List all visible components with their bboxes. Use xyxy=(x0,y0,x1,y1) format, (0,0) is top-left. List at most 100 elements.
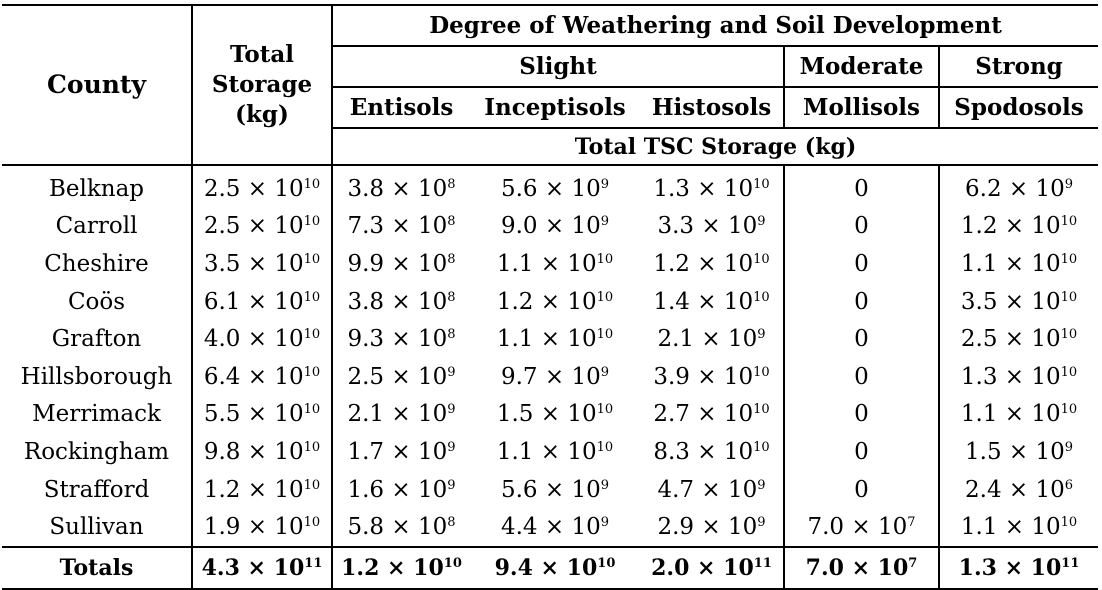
storage-value: 1.1 × 1010 xyxy=(496,250,614,277)
header-total-storage-line1: Total xyxy=(229,41,295,68)
header-spodosols: Spodosols xyxy=(937,87,1099,129)
storage-value: 1.9 × 1010 xyxy=(191,508,332,547)
county-name: Strafford xyxy=(43,476,150,503)
totals-cell: 4.3 × 1011 xyxy=(191,545,332,590)
storage-value: 3.3 × 109 xyxy=(657,213,766,240)
storage-value: 1.5 × 109 xyxy=(937,433,1099,471)
table-row: Carroll 2.5 × 1010 7.3 × 108 9.0 × 109 3.3 ×… xyxy=(2,207,1099,246)
table-footer: Totals 4.3 × 1011 1.2 × 1010 9.4 × 1010 … xyxy=(2,545,1099,590)
storage-value: 0 xyxy=(783,433,939,471)
storage-value: 0 xyxy=(783,207,939,246)
totals-cell: 1.2 × 1010 xyxy=(331,545,470,590)
storage-value: 1.1 × 1010 xyxy=(496,438,614,465)
storage-value: 3.8 × 108 xyxy=(331,282,470,321)
header-inceptisols: Inceptisols xyxy=(470,87,640,129)
storage-value: 0 xyxy=(783,357,939,396)
storage-value: 1.3 × 1010 xyxy=(937,357,1099,396)
storage-value: 6.4 × 1010 xyxy=(191,357,332,396)
storage-value: 9.7 × 109 xyxy=(500,363,610,390)
storage-value: 4.7 × 109 xyxy=(657,476,766,503)
county-name: Rockingham xyxy=(23,438,170,465)
header-entisols: Entisols xyxy=(331,87,470,129)
storage-value: 2.1 × 109 xyxy=(657,326,766,353)
storage-value: 3.9 × 1010 xyxy=(653,363,770,390)
totals-label: Totals xyxy=(2,545,192,590)
storage-value: 1.1 × 1010 xyxy=(496,326,614,353)
totals-cell: 2.0 × 1011 xyxy=(640,545,784,590)
table-container: County Total Storage (kg) Degree of Weat… xyxy=(2,4,1099,590)
storage-value: 9.8 × 1010 xyxy=(191,433,332,471)
table-row: Sullivan 1.9 × 1010 5.8 × 108 4.4 × 109 2.9 … xyxy=(2,508,1099,547)
header-slight: Slight xyxy=(331,46,784,88)
table-row: Strafford 1.2 × 1010 1.6 × 109 5.6 × 109 4.7… xyxy=(2,470,1099,509)
table-row: Belknap 2.5 × 1010 3.8 × 108 5.6 × 109 1.3 ×… xyxy=(2,165,1099,208)
county-name: Belknap xyxy=(48,175,145,202)
storage-value: 3.5 × 1010 xyxy=(937,282,1099,321)
county-name: Sullivan xyxy=(49,514,144,541)
storage-value: 5.6 × 109 xyxy=(500,476,610,503)
header-moderate: Moderate xyxy=(783,46,939,88)
storage-value: 1.1 × 1010 xyxy=(937,395,1099,434)
storage-value: 0 xyxy=(783,282,939,321)
storage-value: 0 xyxy=(783,165,939,208)
storage-value: 1.2 × 1010 xyxy=(653,250,770,277)
storage-value: 8.3 × 1010 xyxy=(653,438,770,465)
storage-value: 2.5 × 1010 xyxy=(937,320,1099,358)
header-degree: Degree of Weathering and Soil Developmen… xyxy=(330,4,1099,47)
table-body: Belknap 2.5 × 1010 3.8 × 108 5.6 × 109 1.3 ×… xyxy=(2,165,1099,547)
storage-value: 1.4 × 1010 xyxy=(653,288,770,315)
storage-value: 6.2 × 109 xyxy=(937,165,1099,208)
header-total-tsc: Total TSC Storage (kg) xyxy=(330,128,1099,166)
storage-value: 7.0 × 107 xyxy=(783,508,939,547)
header-strong: Strong xyxy=(937,46,1099,88)
table-header: County Total Storage (kg) Degree of Weat… xyxy=(2,4,1099,166)
storage-value: 6.1 × 1010 xyxy=(191,282,332,321)
storage-value: 1.6 × 109 xyxy=(331,470,470,509)
storage-value: 4.4 × 109 xyxy=(500,514,610,541)
storage-value: 9.3 × 108 xyxy=(331,320,470,358)
storage-value: 0 xyxy=(783,395,939,434)
storage-value: 5.8 × 108 xyxy=(331,508,470,547)
storage-value: 1.7 × 109 xyxy=(331,433,470,471)
storage-value: 2.4 × 106 xyxy=(937,470,1099,509)
storage-value: 1.1 × 1010 xyxy=(937,508,1099,547)
header-total-storage: Total Storage (kg) xyxy=(191,4,332,166)
table-row: Cheshire 3.5 × 1010 9.9 × 108 1.1 × 1010 1.2… xyxy=(2,245,1099,283)
storage-value: 1.3 × 1010 xyxy=(653,175,770,202)
storage-value: 0 xyxy=(783,245,939,283)
storage-value: 2.5 × 1010 xyxy=(191,207,332,246)
storage-value: 5.5 × 1010 xyxy=(191,395,332,434)
storage-value: 9.9 × 108 xyxy=(331,245,470,283)
table-row: Rockingham 9.8 × 1010 1.7 × 109 1.1 × 1010 8… xyxy=(2,433,1099,471)
header-mollisols: Mollisols xyxy=(783,87,939,129)
storage-value: 5.6 × 109 xyxy=(500,175,610,202)
header-total-storage-line2: Storage xyxy=(211,71,313,98)
header-county: County xyxy=(2,4,192,166)
storage-value: 3.5 × 1010 xyxy=(191,245,332,283)
storage-value: 1.2 × 1010 xyxy=(937,207,1099,246)
storage-value: 9.0 × 109 xyxy=(500,213,610,240)
storage-value: 2.5 × 1010 xyxy=(191,165,332,208)
totals-row: Totals 4.3 × 1011 1.2 × 1010 9.4 × 1010 … xyxy=(2,545,1099,590)
county-name: Carroll xyxy=(55,213,138,240)
county-name: Hillsborough xyxy=(20,363,173,390)
totals-cell: 9.4 × 1010 xyxy=(470,545,640,590)
totals-cell: 1.3 × 1011 xyxy=(937,545,1099,590)
storage-value: 3.8 × 108 xyxy=(331,165,470,208)
county-name: Grafton xyxy=(51,326,142,353)
header-histosols: Histosols xyxy=(640,87,784,129)
storage-value: 7.3 × 108 xyxy=(331,207,470,246)
storage-value: 1.2 × 1010 xyxy=(496,288,614,315)
county-name: Merrimack xyxy=(32,401,161,428)
header-total-storage-line3: (kg) xyxy=(235,101,289,128)
storage-value: 1.5 × 1010 xyxy=(496,401,614,428)
table-row: Grafton 4.0 × 1010 9.3 × 108 1.1 × 1010 2.1 … xyxy=(2,320,1099,358)
storage-value: 2.7 × 1010 xyxy=(653,401,770,428)
table-row: Merrimack 5.5 × 1010 2.1 × 109 1.5 × 1010 2.… xyxy=(2,395,1099,434)
county-name: Cheshire xyxy=(44,250,149,277)
county-name: Coös xyxy=(67,288,126,315)
storage-value: 2.9 × 109 xyxy=(657,514,766,541)
table-row: Coös 6.1 × 1010 3.8 × 108 1.2 × 1010 1.4 × 1… xyxy=(2,282,1099,321)
storage-value: 2.5 × 109 xyxy=(331,357,470,396)
storage-value: 1.2 × 1010 xyxy=(191,470,332,509)
